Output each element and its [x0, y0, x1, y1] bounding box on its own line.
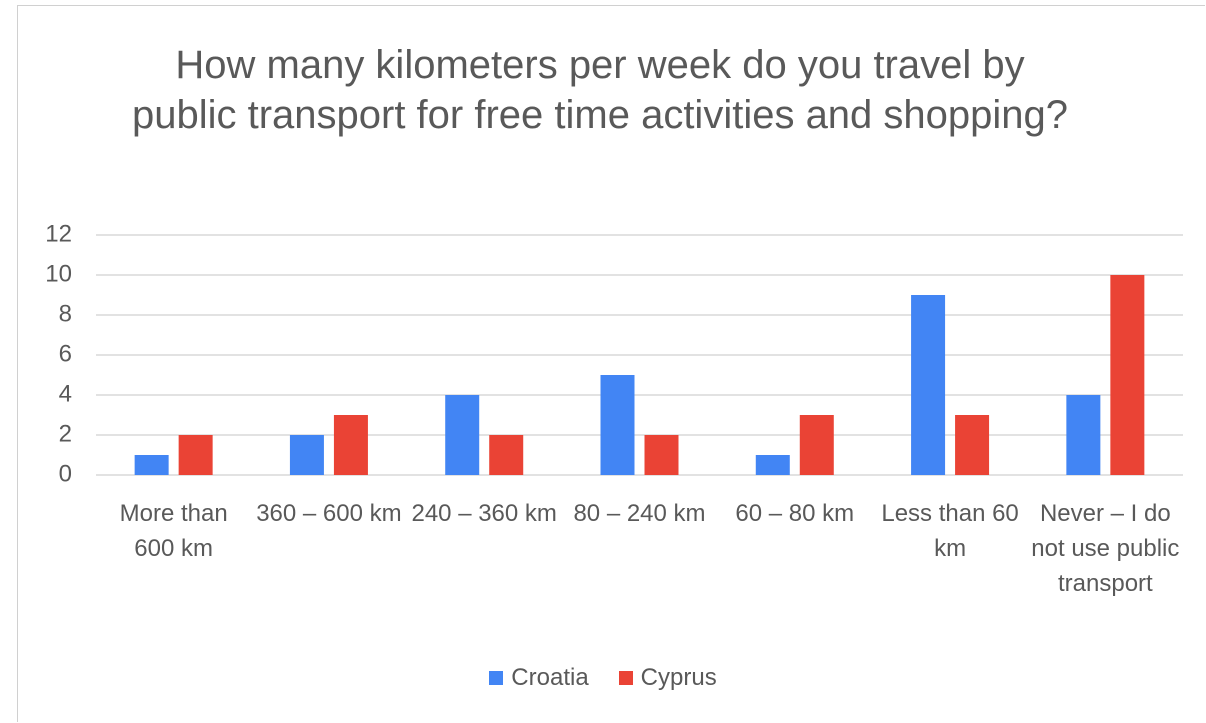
- bar: [489, 435, 524, 475]
- y-tick-label: 2: [59, 420, 72, 447]
- legend-label: Croatia: [511, 664, 589, 691]
- legend-label: Cyprus: [640, 664, 717, 691]
- legend-swatch: [489, 671, 504, 685]
- legend: Croatia Cyprus: [0, 664, 1206, 692]
- legend-item: Croatia: [489, 664, 589, 692]
- y-tick-label: 4: [59, 380, 72, 407]
- x-tick-label: 360 – 600 km: [256, 500, 402, 527]
- bar: [600, 375, 635, 475]
- y-tick-label: 8: [59, 300, 72, 327]
- bar: [289, 435, 324, 475]
- x-tick-label: 240 – 360 km: [411, 500, 557, 527]
- bar: [1066, 395, 1101, 475]
- x-tick-label: Less than 60 km: [881, 500, 1019, 562]
- chart-frame: [17, 5, 1205, 722]
- y-tick-label: 12: [45, 220, 72, 247]
- bar: [955, 415, 990, 475]
- bar: [1110, 275, 1145, 475]
- bar: [755, 455, 790, 475]
- y-tick-label: 10: [45, 260, 72, 287]
- x-tick-label: Never – I do not use public transport: [1031, 500, 1180, 597]
- bar: [911, 295, 946, 475]
- legend-item: Cyprus: [618, 664, 717, 692]
- x-tick-label: 80 – 240 km: [573, 500, 706, 527]
- legend-swatch: [618, 671, 633, 685]
- bar: [445, 395, 480, 475]
- bar: [644, 435, 679, 475]
- y-tick-label: 0: [59, 460, 72, 487]
- chart-title: How many kilometers per week do you trav…: [131, 43, 1069, 137]
- y-tick-label: 6: [59, 340, 72, 367]
- bar: [178, 435, 213, 475]
- x-tick-label: 60 – 80 km: [735, 500, 855, 527]
- bar: [134, 455, 169, 475]
- bar: [799, 415, 834, 475]
- bar: [333, 415, 368, 475]
- x-tick-label: More than 600 km: [119, 500, 228, 562]
